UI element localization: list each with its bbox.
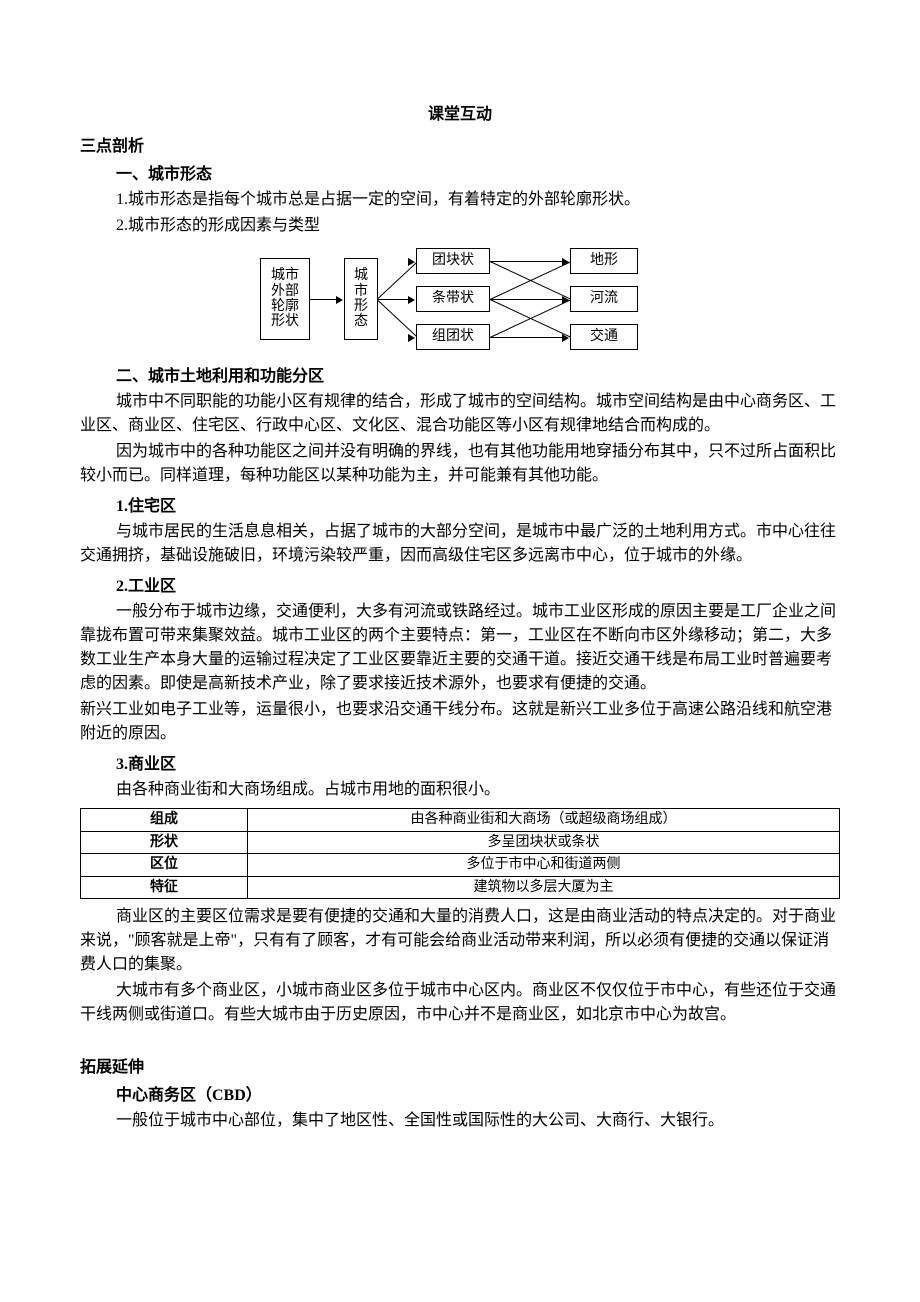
body-paragraph: 2.城市形态的形成因素与类型 [116,214,840,238]
diagram-node-text: 形状 [271,314,299,329]
table-row: 形状 多呈团块状或条状 [81,831,840,854]
table-row: 区位 多位于市中心和街道两侧 [81,854,840,877]
item-heading: 2.工业区 [116,572,840,596]
body-paragraph: 与城市居民的生活息息相关，占据了城市的大部分空间，是城市中最广泛的土地利用方式。… [80,520,840,568]
diagram-node: 条带状 [416,286,490,312]
body-paragraph: 新兴工业如电子工业等，运量很小，也要求沿交通干线分布。这就是新兴工业多位于高速公… [80,698,840,746]
morphology-diagram: 城市 外部 轮廓 形状 城 市 形 态 团块状 条带状 组团状 [260,246,660,352]
diagram-edge [378,299,408,300]
section-heading: 三点剖析 [80,132,840,156]
diagram-node: 河流 [570,286,638,312]
arrow-icon [408,258,415,266]
arrow-icon [336,296,343,304]
diagram-node-text: 轮廓 [271,299,299,314]
table-cell-header: 组成 [81,809,248,832]
arrow-icon [562,296,569,304]
arrow-icon [408,296,415,304]
diagram-node-text: 态 [354,314,368,329]
table-cell-header: 区位 [81,854,248,877]
document-page: 课堂互动 三点剖析 一、城市形态 1.城市形态是指每个城市总是占据一定的空间，有… [0,0,920,1195]
table-cell: 建筑物以多层大厦为主 [247,876,839,899]
section-heading: 拓展延伸 [80,1053,840,1077]
subsection-heading: 二、城市土地利用和功能分区 [116,362,840,386]
body-paragraph: 由各种商业街和大商场组成。占城市用地的面积很小。 [116,778,840,802]
doc-title: 课堂互动 [80,100,840,124]
body-paragraph: 一般位于城市中心部位，集中了地区性、全国性或国际性的大公司、大商行、大银行。 [80,1109,840,1133]
table-cell-header: 形状 [81,831,248,854]
diagram-node: 团块状 [416,248,490,274]
arrow-icon [408,334,415,342]
diagram-node-text: 城市 [271,268,299,283]
table-cell-header: 特征 [81,876,248,899]
table-cell: 多呈团块状或条状 [247,831,839,854]
arrow-icon [562,334,569,342]
item-heading: 3.商业区 [116,750,840,774]
spacer [80,1029,840,1049]
table-row: 特征 建筑物以多层大厦为主 [81,876,840,899]
diagram-node-text: 城 [354,268,368,283]
body-paragraph: 商业区的主要区位需求是要有便捷的交通和大量的消费人口，这是由商业活动的特点决定的… [80,905,840,977]
diagram-edge [310,299,338,300]
diagram-node-text: 市 [354,284,368,299]
diagram-edge [378,261,419,299]
table-cell: 多位于市中心和街道两侧 [247,854,839,877]
diagram-node: 组团状 [416,324,490,350]
diagram-node-text: 外部 [271,284,299,299]
diagram-node-text: 形 [354,299,368,314]
diagram-node: 城市 外部 轮廓 形状 [260,258,310,340]
subsection-heading: 一、城市形态 [116,160,840,184]
body-paragraph: 因为城市中的各种功能区之间并没有明确的界线，也有其他功能用地穿插分布其中，只不过… [80,440,840,488]
body-paragraph: 1.城市形态是指每个城市总是占据一定的空间，有着特定的外部轮廓形状。 [116,188,840,212]
body-paragraph: 一般分布于城市边缘，交通便利，大多有河流或铁路经过。城市工业区形成的原因主要是工… [80,600,840,696]
table-cell: 由各种商业街和大商场（或超级商场组成） [247,809,839,832]
diagram-edge [490,261,562,262]
body-paragraph: 大城市有多个商业区，小城市商业区多位于城市中心区内。商业区不仅仅位于市中心，有些… [80,979,840,1027]
body-paragraph: 城市中不同职能的功能小区有规律的结合，形成了城市的空间结构。城市空间结构是由中心… [80,390,840,438]
diagram-node: 地形 [570,248,638,274]
arrow-icon [562,258,569,266]
subsection-heading: 中心商务区（CBD） [116,1081,840,1105]
diagram-node: 城 市 形 态 [344,258,378,340]
table-row: 组成 由各种商业街和大商场（或超级商场组成） [81,809,840,832]
item-heading: 1.住宅区 [116,492,840,516]
diagram-edge [490,337,562,338]
diagram-edge [490,299,562,300]
diagram-node: 交通 [570,324,638,350]
commercial-district-table: 组成 由各种商业街和大商场（或超级商场组成） 形状 多呈团块状或条状 区位 多位… [80,808,840,899]
